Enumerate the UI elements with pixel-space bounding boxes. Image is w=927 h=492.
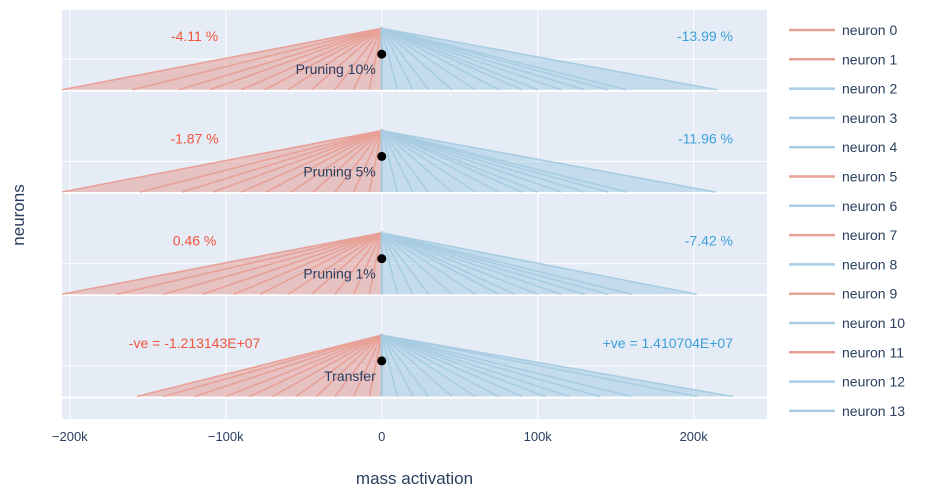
legend-item[interactable]: neuron 10 [789, 315, 905, 331]
legend-item[interactable]: neuron 7 [789, 227, 897, 243]
negative-annotation: -1.87 % [170, 130, 218, 146]
legend-label: neuron 10 [842, 315, 905, 331]
panel-label: Transfer [324, 368, 376, 384]
legend-item[interactable]: neuron 9 [789, 286, 897, 302]
legend-label: neuron 5 [842, 169, 897, 185]
neuron-line-positive [380, 27, 718, 91]
legend-label: neuron 8 [842, 256, 897, 272]
legend-label: neuron 1 [842, 51, 897, 67]
positive-annotation: -7.42 % [685, 233, 733, 249]
legend-item[interactable]: neuron 5 [789, 169, 897, 185]
ridge-panel: Pruning 10% -4.11 % -13.99 % [61, 26, 767, 92]
positive-annotation: -11.96 % [678, 130, 733, 146]
x-tick-label: −100k [208, 429, 244, 444]
positive-annotation: -13.99 % [677, 28, 733, 44]
legend-label: neuron 9 [842, 286, 897, 302]
legend-item[interactable]: neuron 11 [789, 344, 904, 360]
legend-label: neuron 7 [842, 227, 897, 243]
legend-item[interactable]: neuron 1 [789, 51, 897, 67]
legend-label: neuron 11 [842, 344, 904, 360]
negative-annotation: -4.11 % [171, 28, 218, 44]
panel-marker [377, 356, 387, 366]
ridge-panel: Pruning 5% -1.87 % -11.96 % [61, 128, 767, 195]
neuron-line-positive [380, 334, 733, 398]
ridge-panel: Transfer -ve = -1.213143E+07 +ve = 1.41070… [62, 332, 767, 399]
y-axis-title: neurons [9, 184, 28, 245]
neuron-line-positive [380, 129, 716, 193]
panel-marker [377, 254, 387, 264]
negative-annotation: 0.46 % [173, 233, 217, 249]
x-tick-label: −200k [52, 429, 88, 444]
panel-label: Pruning 5% [303, 163, 375, 179]
legend-item[interactable]: neuron 13 [789, 403, 905, 419]
x-axis-title: mass activation [356, 469, 473, 488]
legend-label: neuron 13 [842, 403, 905, 419]
legend-label: neuron 2 [842, 81, 897, 97]
legend-item[interactable]: neuron 2 [789, 81, 897, 97]
x-ticks: −200k −100k 0 100k 200k [52, 429, 708, 444]
ridge-panel: Pruning 1% 0.46 % -7.42 % [61, 230, 767, 297]
panel-label: Pruning 10% [296, 61, 376, 77]
legend-item[interactable]: neuron 8 [789, 256, 897, 272]
negative-annotation: -ve = -1.213143E+07 [129, 335, 261, 351]
panel-marker [377, 49, 387, 59]
legend-item[interactable]: neuron 6 [789, 198, 897, 214]
legend-label: neuron 6 [842, 198, 897, 214]
x-tick-label: 200k [680, 429, 709, 444]
panel-label: Pruning 1% [303, 266, 375, 282]
legend-label: neuron 12 [842, 374, 905, 390]
legend-label: neuron 3 [842, 110, 897, 126]
neuron-line-positive [380, 231, 697, 296]
legend-label: neuron 4 [842, 139, 897, 155]
legend: neuron 0 neuron 1 neuron 2 neuron 3 neuron 4… [789, 22, 905, 419]
positive-annotation: +ve = 1.410704E+07 [603, 335, 734, 351]
legend-item[interactable]: neuron 3 [789, 110, 897, 126]
panel-marker [377, 151, 387, 161]
panels: Pruning 10% -4.11 % -13.99 % Pruning 5% -1.8… [61, 26, 767, 399]
legend-item[interactable]: neuron 12 [789, 374, 905, 390]
legend-label: neuron 0 [842, 22, 897, 38]
x-tick-label: 0 [378, 429, 385, 444]
legend-item[interactable]: neuron 4 [789, 139, 897, 155]
legend-item[interactable]: neuron 0 [789, 22, 897, 38]
x-tick-label: 100k [524, 429, 553, 444]
